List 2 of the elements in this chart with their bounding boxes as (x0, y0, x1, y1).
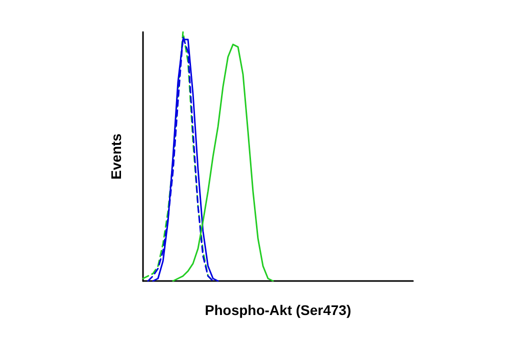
y-axis-title: Events (108, 133, 124, 180)
x-axis-title: Phospho-Akt (Ser473) (204, 302, 352, 318)
